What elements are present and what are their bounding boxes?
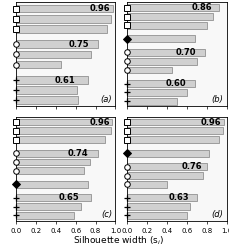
Text: 0.61: 0.61 <box>55 76 76 85</box>
Text: Silhouette width (s$_i$): Silhouette width (s$_i$) <box>74 234 165 247</box>
Bar <box>127 127 223 134</box>
Bar <box>127 172 203 179</box>
Text: 0.63: 0.63 <box>168 193 189 202</box>
Bar <box>127 80 195 87</box>
Bar <box>16 76 87 84</box>
Bar <box>16 5 113 12</box>
Text: (d): (d) <box>212 210 224 219</box>
Text: (c): (c) <box>101 210 112 219</box>
Bar <box>16 167 84 174</box>
Bar <box>127 194 197 201</box>
Bar <box>16 40 98 48</box>
Bar <box>127 203 190 210</box>
Bar <box>127 35 195 42</box>
Text: 0.96: 0.96 <box>90 4 110 13</box>
Text: (a): (a) <box>101 95 112 104</box>
Text: 0.96: 0.96 <box>201 118 222 126</box>
Text: 0.76: 0.76 <box>181 162 202 171</box>
Bar <box>16 86 77 94</box>
Bar <box>16 181 87 188</box>
Text: 0.60: 0.60 <box>165 79 186 88</box>
Text: 0.75: 0.75 <box>69 40 90 49</box>
Text: 0.86: 0.86 <box>191 3 212 12</box>
Bar <box>127 136 219 143</box>
Bar <box>16 127 112 134</box>
Bar <box>127 4 219 11</box>
Bar <box>127 13 213 20</box>
Bar <box>16 203 81 210</box>
Bar <box>127 150 209 156</box>
Bar <box>127 163 207 170</box>
Bar <box>127 49 205 56</box>
Bar <box>16 150 98 156</box>
Text: 0.65: 0.65 <box>59 193 80 202</box>
Bar <box>16 96 78 104</box>
Bar <box>127 212 187 219</box>
Text: 0.70: 0.70 <box>175 48 196 57</box>
Bar <box>16 158 90 165</box>
Bar <box>16 136 106 143</box>
Bar <box>127 119 224 125</box>
Bar <box>16 15 112 23</box>
Bar <box>16 119 112 125</box>
Text: 0.96: 0.96 <box>90 118 110 126</box>
Bar <box>16 212 74 219</box>
Bar <box>16 25 107 33</box>
Bar <box>16 61 61 68</box>
Bar <box>127 98 177 105</box>
Bar <box>127 89 187 96</box>
Bar <box>16 194 90 201</box>
Text: 0.74: 0.74 <box>68 149 89 158</box>
Bar <box>127 181 167 188</box>
Bar <box>127 67 172 73</box>
Text: (b): (b) <box>212 95 224 104</box>
Bar <box>16 51 90 58</box>
Bar <box>127 58 197 65</box>
Bar <box>127 22 207 29</box>
